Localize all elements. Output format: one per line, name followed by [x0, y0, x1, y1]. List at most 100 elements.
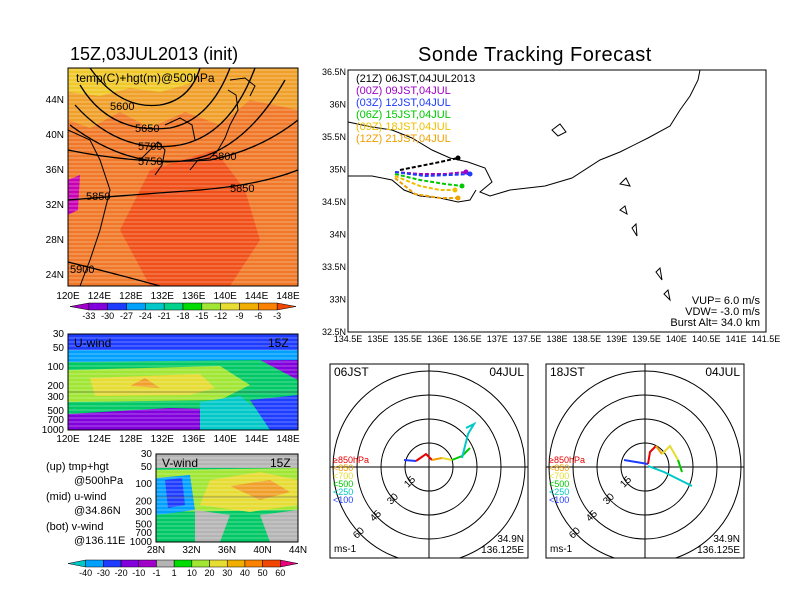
sonde-track	[394, 171, 471, 178]
lat-tick-label: 34N	[329, 230, 346, 240]
colorbar-label: -1	[152, 568, 160, 578]
level-legend-entry: ≥850hPa	[333, 455, 369, 465]
level-legend-entry: <100	[549, 495, 569, 505]
colorbar-swatch	[280, 559, 299, 568]
pressure-tick-label: 700	[135, 528, 152, 539]
lat-tick-label: 36N	[329, 100, 346, 110]
sonde-track	[399, 157, 459, 171]
u-wind-lon-ticks: 120E 124E 128E 132E 136E 140E 144E 148E	[56, 434, 300, 445]
panel-notes: (up) tmp+hgt @500hPa (mid) u-wind @34.86…	[46, 461, 125, 547]
u-wind-time: 15Z	[268, 336, 289, 350]
hodograph-lat: 34.9N	[497, 534, 524, 545]
lon-tick-label: 136.5E	[453, 334, 482, 344]
upper-map: 5600 5650 5700 5750 5800 5850 5850 5900 …	[46, 67, 300, 321]
upper-map-lat-ticks: 44N 40N 36N 32N 28N 24N	[46, 95, 64, 281]
level-legend-entry: <700	[549, 471, 569, 481]
contour-label: 5650	[135, 123, 159, 135]
colorbar-label: 20	[205, 568, 215, 578]
colorbar-label: 10	[187, 568, 197, 578]
hodograph-trace	[623, 459, 649, 465]
colorbar-swatch	[156, 559, 175, 568]
lon-tick-label: 120E	[56, 291, 80, 302]
contour-label-group: 5600 5650 5700 5750 5800 5850 5850 5900	[70, 101, 254, 276]
legend-entry: (06Z) 15JST,04JUL	[356, 109, 451, 121]
sonde-track-endpoint	[452, 187, 458, 193]
colorbar-swatch	[126, 302, 146, 311]
pressure-tick-label: 500	[47, 406, 64, 417]
lon-tick-label: 128E	[119, 434, 143, 445]
lon-tick-label: 148E	[276, 291, 300, 302]
colorbar-swatch	[145, 302, 165, 311]
colorbar-swatch	[182, 302, 203, 311]
hodograph-trace	[403, 459, 417, 462]
height-contours	[67, 67, 299, 287]
lat-tick-label: 35.5N	[322, 132, 346, 142]
lon-tick-label: 140.5E	[692, 334, 721, 344]
lon-tick-label: 138E	[546, 334, 567, 344]
lat-tick-label: 24N	[46, 270, 64, 281]
hodograph-date: 04JUL	[705, 365, 740, 379]
lon-tick-label: 139E	[606, 334, 627, 344]
note-mid-line1: (mid) u-wind	[46, 491, 107, 503]
pressure-tick-label: 300	[47, 392, 64, 403]
pressure-tick-label: 1000	[130, 537, 153, 548]
tracking-legend: (21Z) 06JST,04JUL2013(00Z) 09JST,04JUL(0…	[356, 73, 475, 145]
colorbar-swatch	[138, 559, 157, 568]
level-legend-entry: <850	[549, 463, 569, 473]
contour-label: 5700	[138, 141, 162, 153]
lon-tick-label: 136E	[182, 434, 206, 445]
colorbar-label: -10	[132, 568, 145, 578]
hodograph-date: 04JUL	[489, 365, 524, 379]
lon-tick-label: 132E	[151, 434, 175, 445]
level-legend-entry: <250	[549, 487, 569, 497]
lat-tick-label: 40N	[46, 130, 64, 141]
colorbar-label: 50	[258, 568, 268, 578]
hodograph-time: 06JST	[334, 365, 369, 379]
colorbar-swatch	[276, 302, 297, 311]
note-bot-line2: @136.11E	[74, 535, 125, 547]
lat-tick-label: 36.5N	[322, 67, 346, 77]
colorbar-label: -18	[176, 311, 189, 321]
colorbar-swatch	[244, 559, 263, 568]
level-legend-entry: <500	[549, 479, 569, 489]
lat-tick-label: 33.5N	[322, 262, 346, 272]
colorbar-swatch	[120, 559, 140, 568]
legend-entry: (09Z) 18JST,04JUL	[356, 121, 451, 133]
upper-map-lon-ticks: 120E 124E 128E 132E 136E 140E 144E 148E	[56, 291, 300, 302]
colorbar-swatch	[67, 559, 86, 568]
lon-tick-label: 124E	[88, 434, 112, 445]
level-legend-entry: <500	[333, 479, 353, 489]
lon-tick-label: 136E	[427, 334, 448, 344]
hodograph-lat: 34.9N	[713, 534, 740, 545]
vup-param: VUP= 6.0 m/s	[692, 295, 761, 307]
hodograph-trace	[647, 445, 657, 465]
lon-tick-label: 134.5E	[334, 334, 363, 344]
hodograph-trace	[647, 465, 693, 487]
colorbar-swatch	[85, 559, 104, 568]
hodograph-lon: 136.125E	[697, 545, 740, 556]
sonde-track-endpoint	[459, 183, 465, 189]
colorbar-label: -20	[115, 568, 128, 578]
note-mid-line2: @34.86N	[74, 505, 121, 517]
pressure-tick-label: 700	[47, 415, 64, 426]
lon-tick-label: 140E	[213, 434, 237, 445]
v-wind-label: V-wind	[162, 456, 198, 470]
coastlines	[67, 77, 256, 287]
hodograph-trace	[441, 457, 453, 461]
lat-tick-label: 33N	[329, 295, 346, 305]
contour-label: 5800	[212, 151, 236, 163]
lat-tick-label: 36N	[218, 545, 236, 556]
colorbar-swatch	[107, 302, 127, 311]
colorbar-swatch	[220, 302, 240, 311]
colorbar-label: 30	[222, 568, 232, 578]
colorbar-label: 40	[240, 568, 250, 578]
colorbar-swatch	[173, 559, 193, 568]
vdw-param: VDW= -3.0 m/s	[685, 306, 760, 318]
colorbar-label: 1	[172, 568, 177, 578]
colorbar-swatch	[69, 302, 90, 311]
u-wind-label: U-wind	[74, 336, 111, 350]
lat-tick-label: 40N	[253, 545, 271, 556]
